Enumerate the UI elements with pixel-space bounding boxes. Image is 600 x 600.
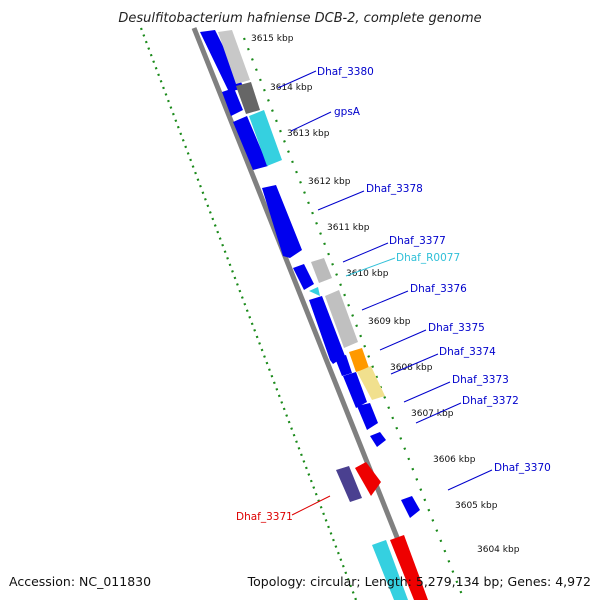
cds-feature[interactable] [200, 30, 244, 92]
leader-line [345, 257, 396, 277]
genome-summary-text: Topology: circular; Length: 5,279,134 bp… [247, 574, 591, 589]
leader-line [290, 111, 332, 132]
tick-label: 3610 kbp [346, 269, 389, 279]
tick-label: 3615 kbp [251, 34, 294, 44]
genome-backbone [191, 27, 425, 600]
tick-label: 3605 kbp [455, 501, 498, 511]
tick-label: 3608 kbp [390, 363, 433, 373]
leader-line [317, 190, 365, 211]
cds-feature[interactable] [262, 185, 302, 258]
cds-feature[interactable] [401, 496, 420, 518]
tick-label: 3613 kbp [287, 129, 330, 139]
gene-label[interactable]: Dhaf_3370 [494, 462, 551, 474]
misc-feature[interactable] [236, 82, 260, 114]
rrna-feature[interactable] [390, 535, 428, 600]
gene-label[interactable]: Dhaf_3371 [236, 511, 293, 523]
tick-label: 3612 kbp [308, 177, 351, 187]
tick-label: 3604 kbp [477, 545, 520, 555]
misc-feature[interactable] [349, 348, 369, 372]
gene-label[interactable]: Dhaf_3373 [452, 374, 509, 386]
cds-feature[interactable] [309, 296, 345, 364]
gene-label[interactable]: Dhaf_R0077 [396, 252, 460, 264]
gene-labels: Dhaf_3380 gpsA Dhaf_3378 Dhaf_3377 Dhaf_… [236, 66, 551, 523]
trna-feature[interactable] [372, 540, 408, 600]
gene-label[interactable]: Dhaf_3374 [439, 346, 496, 358]
cds-feature[interactable] [335, 355, 352, 376]
cds-feature[interactable] [370, 432, 386, 447]
cds-feature[interactable] [293, 264, 314, 290]
tick-labels: 3615 kbp 3614 kbp 3613 kbp 3612 kbp 3611… [251, 34, 520, 555]
gene-label[interactable]: gpsA [334, 106, 361, 118]
gc-skew-track [242, 37, 466, 600]
misc-feature[interactable] [336, 466, 362, 502]
leader-line [390, 353, 439, 375]
leader-line [291, 495, 331, 516]
tick-label: 3614 kbp [270, 83, 313, 93]
leader-line [277, 70, 317, 89]
leader-line [447, 469, 493, 491]
misc-feature[interactable] [325, 290, 358, 348]
trna-feature[interactable] [309, 287, 320, 296]
gene-label[interactable]: Dhaf_3380 [317, 66, 374, 78]
cds-feature[interactable] [343, 372, 367, 408]
tick-label: 3606 kbp [433, 455, 476, 465]
leader-line [379, 329, 427, 351]
gene-label[interactable]: Dhaf_3372 [462, 395, 519, 407]
gene-label[interactable]: Dhaf_3377 [389, 235, 446, 247]
tick-label: 3611 kbp [327, 223, 370, 233]
leader-lines [277, 70, 493, 516]
leader-line [361, 290, 409, 311]
misc-feature[interactable] [218, 30, 250, 84]
gene-label[interactable]: Dhaf_3375 [428, 322, 485, 334]
leader-line [403, 381, 451, 403]
gpsA-feature[interactable] [249, 110, 282, 166]
cds-feature[interactable] [357, 403, 378, 430]
rrna-feature[interactable] [355, 462, 381, 496]
accession-text: Accession: NC_011830 [9, 574, 151, 589]
map-title: Desulfitobacterium hafniense DCB-2, comp… [118, 11, 481, 26]
leader-line [342, 242, 389, 263]
misc-feature[interactable] [311, 258, 332, 283]
tick-label: 3609 kbp [368, 317, 411, 327]
gene-label[interactable]: Dhaf_3378 [366, 183, 423, 195]
leader-line [415, 402, 462, 424]
tick-label: 3607 kbp [411, 409, 454, 419]
misc-feature[interactable] [357, 366, 385, 400]
gene-label[interactable]: Dhaf_3376 [410, 283, 467, 295]
feature-track [200, 30, 428, 600]
cds-feature[interactable] [222, 88, 243, 116]
cds-feature[interactable] [233, 116, 268, 170]
